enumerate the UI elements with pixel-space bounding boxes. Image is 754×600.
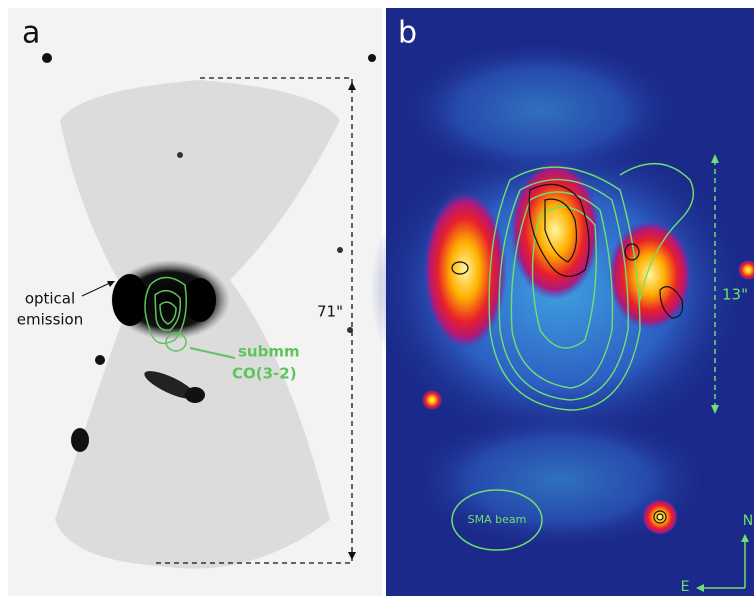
- dark-blob: [112, 274, 148, 326]
- star: [368, 54, 376, 62]
- scale-label: 71": [317, 303, 343, 321]
- star: [42, 53, 52, 63]
- scale-label: 13": [722, 286, 748, 304]
- compass-north: N: [743, 513, 753, 529]
- star: [95, 355, 105, 365]
- hot-region: [423, 190, 507, 350]
- point-source: [422, 390, 442, 410]
- panel-label: b: [398, 16, 417, 51]
- diffuse-emission: [400, 40, 680, 180]
- optical-label: optical: [25, 290, 75, 308]
- star: [337, 247, 343, 253]
- compass-east: E: [681, 579, 690, 595]
- panel-b: 13" SMA beam b N E: [370, 8, 754, 596]
- hot-region: [510, 160, 600, 300]
- beam-label: SMA beam: [468, 513, 527, 526]
- point-source: [642, 499, 678, 535]
- figure: 71" a optical emission submm CO(3-2): [0, 0, 754, 596]
- submm-label: submm: [238, 343, 300, 361]
- dark-blob: [185, 387, 205, 403]
- page: 71" a optical emission submm CO(3-2): [0, 0, 754, 596]
- star: [177, 152, 183, 158]
- dark-blob: [71, 428, 89, 452]
- panel-label: a: [22, 16, 40, 51]
- optical-label: emission: [17, 311, 84, 329]
- dark-blob: [184, 278, 216, 322]
- panel-a: 71" a optical emission submm CO(3-2): [8, 8, 382, 596]
- submm-label: CO(3-2): [232, 365, 297, 383]
